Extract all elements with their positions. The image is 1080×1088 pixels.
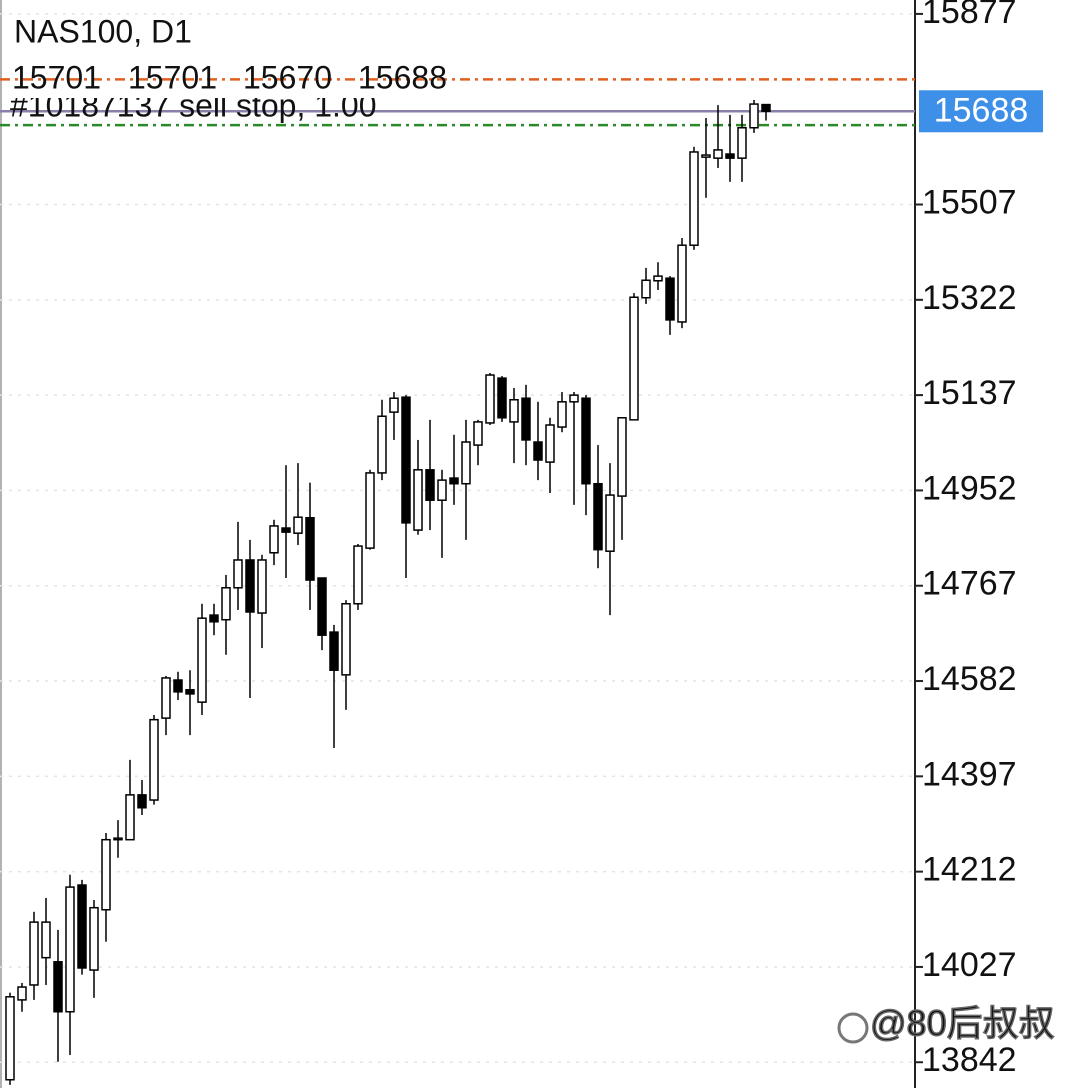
candle-body (257, 559, 267, 614)
candle-body (461, 441, 471, 485)
candle-body (437, 479, 447, 501)
candle-body (377, 415, 387, 474)
watermark-icon (837, 1012, 869, 1044)
price-axis: 15877 15507 15322 15137 14952 14767 14582 14397… (915, 0, 1043, 1079)
candle-body (557, 401, 567, 428)
price-label: 15688 (934, 91, 1029, 129)
candle-body (653, 275, 663, 282)
y-tick-label: 15137 (922, 374, 1017, 412)
candle-body (677, 244, 687, 323)
y-tick-label: 14397 (922, 755, 1017, 793)
candle-body (233, 559, 243, 589)
y-tick-label: 15507 (922, 183, 1017, 221)
candle-body (593, 482, 603, 551)
candle-body (401, 396, 411, 524)
candle-body (65, 886, 75, 1013)
y-tick-label: 13842 (922, 1041, 1017, 1079)
candle-body (185, 689, 195, 695)
candle-body (77, 884, 87, 969)
candle-body (749, 103, 759, 129)
candle-body (533, 441, 543, 461)
candle-body (53, 961, 63, 1013)
candle-body (5, 996, 15, 1081)
candles (5, 99, 771, 1085)
candle-body (413, 469, 423, 531)
candle-body (317, 577, 327, 636)
candle-body (137, 794, 147, 809)
candle-body (485, 374, 495, 424)
candle-body (89, 906, 99, 971)
candle-body (173, 679, 183, 693)
candle-body (521, 397, 531, 441)
order-label: #10187137 sell stop, 1.00 (10, 87, 377, 123)
candle-body (473, 421, 483, 446)
candle-body (305, 516, 315, 581)
y-tick-label: 14027 (922, 946, 1017, 984)
price-label-box (919, 90, 1043, 133)
chart-title: NAS100, D1 (14, 13, 192, 49)
header-low: 15670 (243, 59, 332, 95)
watermark: @80后叔叔 (837, 1002, 1055, 1044)
candle-body (569, 394, 579, 403)
candle-body (149, 718, 159, 801)
candle-body (197, 617, 207, 703)
candle-body (713, 149, 723, 159)
candle-body (17, 986, 27, 1001)
candle-body (449, 477, 459, 485)
candle-body (353, 545, 363, 605)
candle-body (629, 296, 639, 421)
candle-body (689, 151, 699, 246)
header-close: 15688 (358, 59, 447, 95)
candle-body (581, 397, 591, 485)
candle-body (497, 377, 507, 419)
header-open: 15701 (12, 59, 101, 95)
candle-body (269, 525, 279, 554)
y-tick-label: 14952 (922, 469, 1017, 507)
candle-body (29, 921, 39, 986)
candle-body (545, 424, 555, 463)
candle-body (209, 614, 219, 623)
candle-body (737, 127, 747, 159)
y-tick-label: 14767 (922, 565, 1017, 603)
y-tick-label: 14582 (922, 660, 1017, 698)
watermark-text: @80后叔叔 (870, 1003, 1055, 1044)
candle-body (509, 399, 519, 423)
candle-body (293, 516, 303, 534)
candle-body (761, 103, 771, 113)
candle-body (161, 677, 171, 719)
candle-body (101, 838, 111, 911)
candle-body (113, 837, 123, 841)
candle-body (365, 472, 375, 549)
y-tick-label: 15322 (922, 279, 1017, 317)
candle-body (605, 494, 615, 552)
candle-body (641, 279, 651, 299)
candle-body (725, 153, 735, 159)
candle-body (701, 154, 711, 158)
candle-body (221, 587, 231, 621)
ohlc-header: 15701 15701 15670 15688 (12, 59, 447, 95)
candle-body (341, 603, 351, 676)
candle-body (125, 794, 135, 841)
y-tick-label: 14212 (922, 851, 1017, 889)
candle-body (281, 527, 291, 533)
candle-body (329, 631, 339, 671)
candle-body (245, 559, 255, 613)
candle-body (425, 469, 435, 501)
candle-body (389, 397, 399, 413)
candle-body (41, 921, 51, 959)
y-tick-label: 15877 (922, 0, 1017, 31)
candle-body (665, 277, 675, 321)
candle-body (617, 417, 627, 497)
header-high: 15701 (128, 59, 217, 95)
